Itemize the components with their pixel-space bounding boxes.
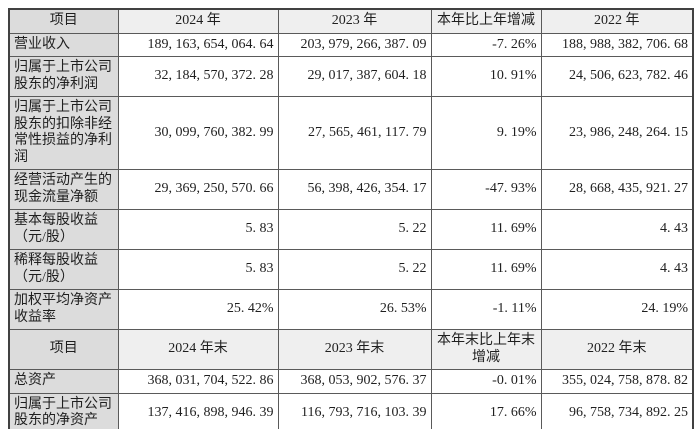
net-profit-after-nonrecurring-yoy-change: 9. 19% — [430, 96, 542, 170]
net-assets-yoy-change: 17. 66% — [430, 392, 542, 429]
net-profit-after-nonrecurring-2023: 27, 565, 461, 117. 79 — [277, 96, 432, 170]
net-profit-2023: 29, 017, 387, 604. 18 — [277, 56, 432, 97]
header-2023-end: 2023 年末 — [277, 329, 432, 370]
row-label-diluted-eps: 稀释每股收益（元/股） — [8, 249, 119, 290]
total-assets-yoy-change: -0. 01% — [430, 369, 542, 394]
revenue-2024: 189, 163, 654, 064. 64 — [117, 32, 279, 57]
net-profit-after-nonrecurring-2022: 23, 986, 248, 264. 15 — [540, 96, 694, 170]
operating-cash-flow-2023: 56, 398, 426, 354. 17 — [277, 169, 432, 210]
weighted-avg-roe-2022: 24. 19% — [540, 289, 694, 330]
diluted-eps-2024: 5. 83 — [117, 249, 279, 290]
table-row-net-profit-after-nonrecurring: 归属于上市公司股东的扣除非经常性损益的净利润 30, 099, 760, 382… — [8, 96, 694, 170]
header-2022-end: 2022 年末 — [540, 329, 694, 370]
header-yoy-change: 本年比上年增减 — [430, 8, 542, 34]
net-assets-2023-end: 116, 793, 716, 103. 39 — [277, 392, 432, 429]
net-profit-after-nonrecurring-2024: 30, 099, 760, 382. 99 — [117, 96, 279, 170]
revenue-2022: 188, 988, 382, 706. 68 — [540, 32, 694, 57]
table-row-revenue: 营业收入 189, 163, 654, 064. 64 203, 979, 26… — [8, 32, 694, 57]
basic-eps-2023: 5. 22 — [277, 209, 432, 250]
row-label-weighted-avg-roe: 加权平均净资产收益率 — [8, 289, 119, 330]
weighted-avg-roe-2023: 26. 53% — [277, 289, 432, 330]
row-label-basic-eps: 基本每股收益（元/股） — [8, 209, 119, 250]
total-assets-2024-end: 368, 031, 704, 522. 86 — [117, 369, 279, 394]
revenue-2023: 203, 979, 266, 387. 09 — [277, 32, 432, 57]
header-row-year-end: 项目 2024 年末 2023 年末 本年末比上年末增减 2022 年末 — [8, 329, 694, 370]
row-label-revenue: 营业收入 — [8, 32, 119, 57]
row-label-net-assets: 归属于上市公司股东的净资产 — [8, 392, 119, 429]
total-assets-2022-end: 355, 024, 758, 878. 82 — [540, 369, 694, 394]
table-row-total-assets: 总资产 368, 031, 704, 522. 86 368, 053, 902… — [8, 369, 694, 394]
operating-cash-flow-yoy-change: -47. 93% — [430, 169, 542, 210]
weighted-avg-roe-yoy-change: -1. 11% — [430, 289, 542, 330]
table-row-net-assets: 归属于上市公司股东的净资产 137, 416, 898, 946. 39 116… — [8, 392, 694, 429]
basic-eps-2022: 4. 43 — [540, 209, 694, 250]
weighted-avg-roe-2024: 25. 42% — [117, 289, 279, 330]
operating-cash-flow-2024: 29, 369, 250, 570. 66 — [117, 169, 279, 210]
net-assets-2024-end: 137, 416, 898, 946. 39 — [117, 392, 279, 429]
header-2022: 2022 年 — [540, 8, 694, 34]
diluted-eps-2022: 4. 43 — [540, 249, 694, 290]
header-row-annual: 项目 2024 年 2023 年 本年比上年增减 2022 年 — [8, 8, 694, 34]
header-2024: 2024 年 — [117, 8, 279, 34]
basic-eps-yoy-change: 11. 69% — [430, 209, 542, 250]
table-row-diluted-eps: 稀释每股收益（元/股） 5. 83 5. 22 11. 69% 4. 43 — [8, 249, 694, 290]
header-2023: 2023 年 — [277, 8, 432, 34]
header-item: 项目 — [8, 8, 119, 34]
table-row-operating-cash-flow: 经营活动产生的现金流量净额 29, 369, 250, 570. 66 56, … — [8, 169, 694, 210]
basic-eps-2024: 5. 83 — [117, 209, 279, 250]
table-row-basic-eps: 基本每股收益（元/股） 5. 83 5. 22 11. 69% 4. 43 — [8, 209, 694, 250]
header-item-2: 项目 — [8, 329, 119, 370]
financial-summary-table: 项目 2024 年 2023 年 本年比上年增减 2022 年 营业收入 189… — [8, 8, 694, 429]
net-profit-yoy-change: 10. 91% — [430, 56, 542, 97]
net-assets-2022-end: 96, 758, 734, 892. 25 — [540, 392, 694, 429]
row-label-total-assets: 总资产 — [8, 369, 119, 394]
row-label-net-profit: 归属于上市公司股东的净利润 — [8, 56, 119, 97]
total-assets-2023-end: 368, 053, 902, 576. 37 — [277, 369, 432, 394]
revenue-yoy-change: -7. 26% — [430, 32, 542, 57]
net-profit-2022: 24, 506, 623, 782. 46 — [540, 56, 694, 97]
header-2024-end: 2024 年末 — [117, 329, 279, 370]
table-row-net-profit: 归属于上市公司股东的净利润 32, 184, 570, 372. 28 29, … — [8, 56, 694, 97]
net-profit-2024: 32, 184, 570, 372. 28 — [117, 56, 279, 97]
diluted-eps-2023: 5. 22 — [277, 249, 432, 290]
row-label-net-profit-after-nonrecurring: 归属于上市公司股东的扣除非经常性损益的净利润 — [8, 96, 119, 170]
table-row-weighted-avg-roe: 加权平均净资产收益率 25. 42% 26. 53% -1. 11% 24. 1… — [8, 289, 694, 330]
operating-cash-flow-2022: 28, 668, 435, 921. 27 — [540, 169, 694, 210]
header-year-end-yoy-change: 本年末比上年末增减 — [430, 329, 542, 370]
diluted-eps-yoy-change: 11. 69% — [430, 249, 542, 290]
row-label-operating-cash-flow: 经营活动产生的现金流量净额 — [8, 169, 119, 210]
